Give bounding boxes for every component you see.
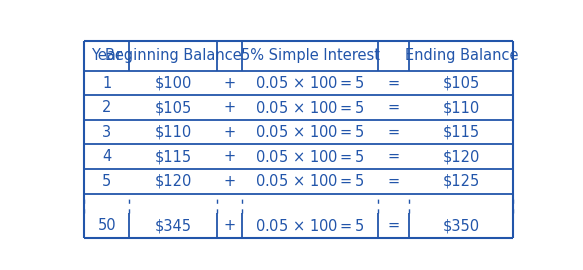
Text: 1: 1 [102, 76, 111, 91]
Text: $120: $120 [442, 149, 480, 164]
Text: +: + [224, 149, 236, 164]
Text: $110: $110 [443, 100, 480, 115]
Text: 0.05 × $100 = $5: 0.05 × $100 = $5 [255, 75, 365, 91]
Text: =: = [388, 125, 400, 140]
Text: $105: $105 [154, 100, 192, 115]
Text: $115: $115 [155, 149, 192, 164]
Text: $110: $110 [154, 125, 192, 140]
Text: =: = [388, 100, 400, 115]
Text: 5: 5 [102, 174, 111, 189]
Text: $125: $125 [443, 174, 480, 189]
Text: =: = [388, 76, 400, 91]
Text: $345: $345 [155, 218, 192, 233]
Text: $100: $100 [154, 76, 192, 91]
Text: +: + [224, 100, 236, 115]
Text: 2: 2 [102, 100, 111, 115]
Text: +: + [224, 174, 236, 189]
Text: +: + [224, 125, 236, 140]
Text: =: = [388, 174, 400, 189]
Text: 4: 4 [102, 149, 111, 164]
Text: 3: 3 [102, 125, 111, 140]
Text: 0.05 × $100 = $5: 0.05 × $100 = $5 [255, 149, 365, 165]
Text: $120: $120 [154, 174, 192, 189]
Text: 50: 50 [97, 218, 116, 233]
Text: Ending Balance: Ending Balance [405, 48, 518, 63]
Text: +: + [224, 218, 236, 233]
Text: Year: Year [92, 48, 122, 63]
Text: 0.05 × $100 = $5: 0.05 × $100 = $5 [255, 124, 365, 140]
Text: $350: $350 [443, 218, 480, 233]
Text: =: = [388, 218, 400, 233]
Text: 5% Simple Interest: 5% Simple Interest [241, 48, 380, 63]
Text: 0.05 × $100 = $5: 0.05 × $100 = $5 [255, 173, 365, 189]
Text: $115: $115 [443, 125, 480, 140]
Text: 0.05 × $100 = $5: 0.05 × $100 = $5 [255, 218, 365, 234]
Text: 0.05 × $100 = $5: 0.05 × $100 = $5 [255, 100, 365, 116]
Text: +: + [224, 76, 236, 91]
Text: $105: $105 [443, 76, 480, 91]
Text: Beginning Balance: Beginning Balance [105, 48, 242, 63]
Text: =: = [388, 149, 400, 164]
